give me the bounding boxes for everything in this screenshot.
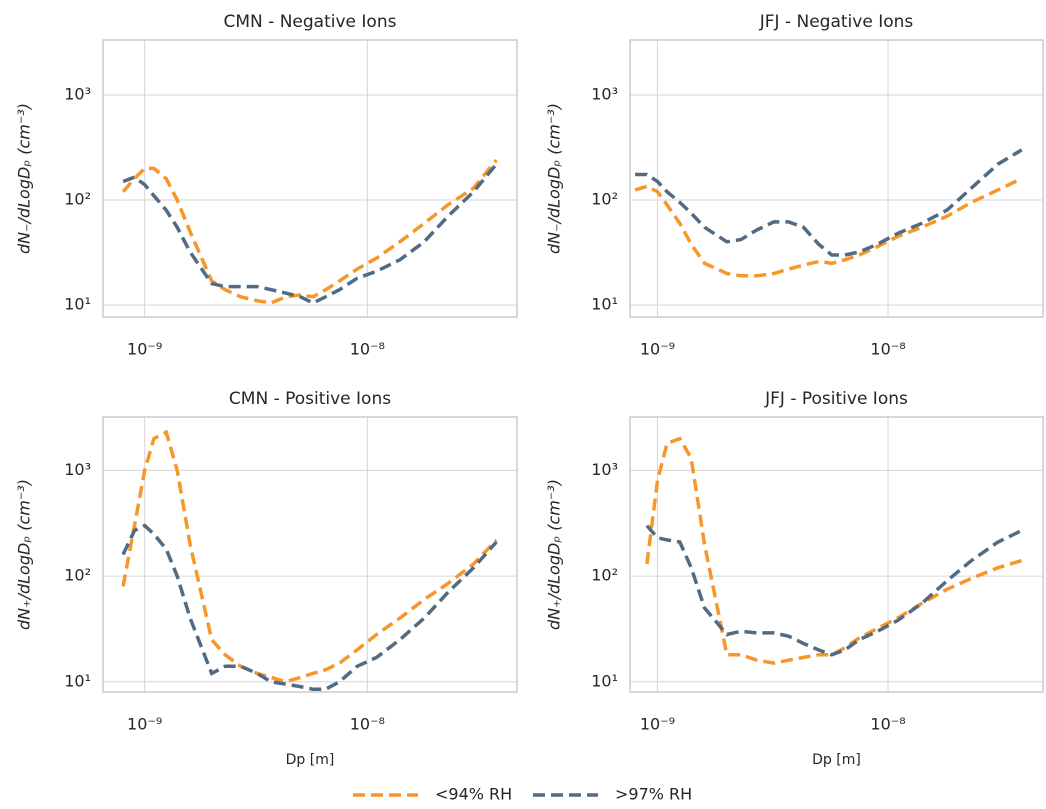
y-tick-label: 10² bbox=[64, 190, 91, 209]
plot-frame bbox=[629, 39, 1044, 318]
y-tick-label: 10¹ bbox=[591, 295, 618, 314]
plot-area bbox=[103, 417, 517, 692]
x-tick-label: 10⁻⁹ bbox=[640, 340, 675, 359]
y-tick-label: 10³ bbox=[591, 460, 618, 479]
plot-area bbox=[103, 40, 517, 317]
x-tick-label: 10⁻⁸ bbox=[350, 715, 385, 734]
panel-title: JFJ - Negative Ions bbox=[759, 12, 914, 32]
panel-title: CMN - Positive Ions bbox=[229, 389, 391, 409]
y-tick-label: 10³ bbox=[64, 85, 91, 104]
y-axis-label: dN₋/dLogDₚ (cm⁻³) bbox=[15, 103, 34, 254]
y-axis-label: dN₊/dLogDₚ (cm⁻³) bbox=[545, 479, 564, 630]
data-line bbox=[121, 158, 498, 305]
panel-title: CMN - Negative Ions bbox=[224, 12, 397, 32]
plot-area bbox=[630, 417, 1043, 692]
y-tick-label: 10³ bbox=[591, 85, 618, 104]
plot-frame bbox=[102, 416, 518, 693]
plot-frame bbox=[629, 416, 1044, 693]
plot-frame bbox=[102, 39, 518, 318]
x-axis-label: Dp [m] bbox=[812, 752, 861, 768]
panel-title: JFJ - Positive Ions bbox=[764, 389, 908, 409]
data-line bbox=[122, 162, 498, 305]
y-tick-label: 10³ bbox=[64, 460, 91, 479]
data-line bbox=[635, 148, 1023, 257]
y-tick-label: 10¹ bbox=[591, 671, 618, 690]
data-line bbox=[634, 177, 1023, 278]
x-tick-label: 10⁻⁸ bbox=[870, 715, 905, 734]
x-tick-label: 10⁻⁹ bbox=[127, 340, 162, 359]
y-tick-label: 10¹ bbox=[64, 671, 91, 690]
y-tick-label: 10² bbox=[591, 566, 618, 585]
data-line bbox=[645, 436, 1023, 665]
x-axis-label: Dp [m] bbox=[286, 752, 335, 768]
y-tick-label: 10² bbox=[64, 566, 91, 585]
y-tick-label: 10² bbox=[591, 190, 618, 209]
plot-area bbox=[630, 40, 1043, 317]
legend-label: >97% RH bbox=[615, 785, 692, 804]
x-tick-label: 10⁻⁸ bbox=[870, 340, 905, 359]
y-tick-label: 10¹ bbox=[64, 295, 91, 314]
data-line bbox=[645, 524, 1023, 657]
x-tick-label: 10⁻⁹ bbox=[640, 715, 675, 734]
legend-label: <94% RH bbox=[435, 785, 512, 804]
y-axis-label: dN₋/dLogDₚ (cm⁻³) bbox=[545, 103, 564, 254]
data-line bbox=[121, 429, 498, 684]
data-line bbox=[121, 523, 498, 691]
y-axis-label: dN₊/dLogDₚ (cm⁻³) bbox=[15, 479, 34, 630]
x-tick-label: 10⁻⁹ bbox=[127, 715, 162, 734]
x-tick-label: 10⁻⁸ bbox=[350, 340, 385, 359]
